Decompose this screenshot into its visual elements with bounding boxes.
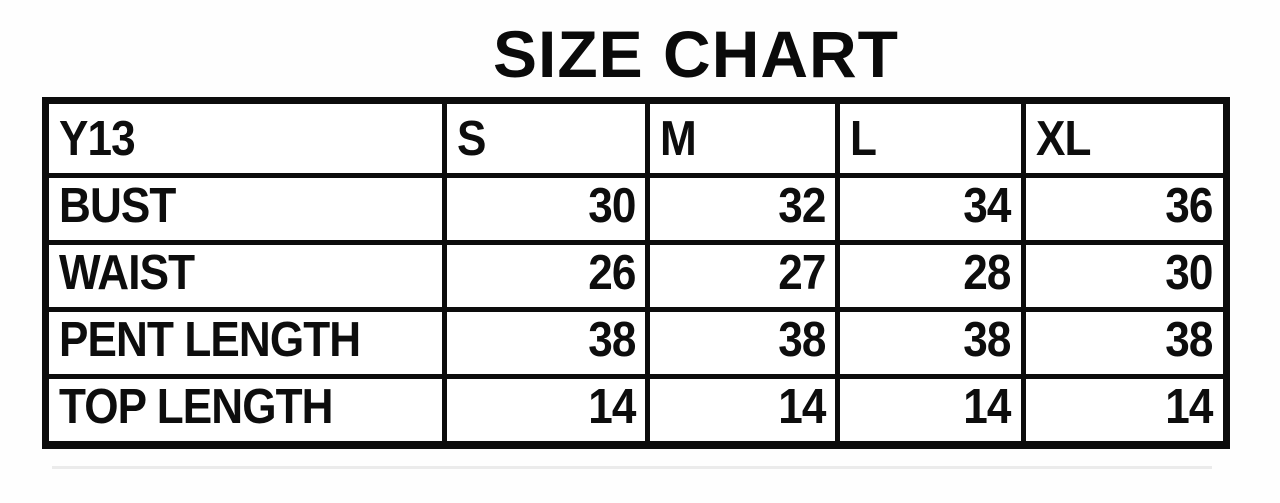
header-cell-size-m: M	[645, 98, 841, 178]
value-cell: 14	[645, 374, 841, 448]
size-m-label: M	[660, 112, 697, 166]
value-pent-xl: 38	[1165, 313, 1214, 368]
scan-artifact-line	[52, 466, 1212, 469]
value-top-m: 14	[778, 380, 826, 434]
value-waist-s: 26	[588, 246, 636, 301]
table-row-waist: WAIST 26 27 28 30	[42, 240, 1230, 312]
value-cell: 30	[442, 173, 651, 245]
value-top-xl: 14	[1165, 380, 1214, 434]
value-bust-s: 30	[588, 179, 636, 234]
table-header-row: Y13 S M L XL	[42, 98, 1230, 178]
measurement-label: WAIST	[59, 246, 195, 301]
value-cell: 30	[1020, 240, 1230, 312]
size-chart-table: Y13 S M L XL BUST 30 32 34 36 WAIST 26 2…	[42, 97, 1230, 449]
value-cell: 38	[645, 307, 841, 379]
row-label-cell: BUST	[42, 173, 448, 245]
page-title: SIZE CHART	[493, 17, 899, 91]
size-s-label: S	[457, 112, 486, 166]
value-cell: 14	[442, 374, 651, 448]
value-pent-s: 38	[588, 313, 636, 368]
row-label-cell: TOP LENGTH	[42, 374, 448, 448]
value-cell: 38	[442, 307, 651, 379]
value-cell: 38	[835, 307, 1026, 379]
value-cell: 38	[1020, 307, 1230, 379]
measurement-label: PENT LENGTH	[59, 313, 361, 368]
value-cell: 28	[835, 240, 1026, 312]
table-row-bust: BUST 30 32 34 36	[42, 173, 1230, 245]
value-bust-xl: 36	[1165, 179, 1214, 234]
header-cell-size-s: S	[442, 98, 651, 178]
header-cell-size-l: L	[835, 98, 1026, 178]
value-top-s: 14	[588, 380, 636, 434]
style-code-label: Y13	[59, 112, 136, 166]
value-cell: 14	[1020, 374, 1230, 448]
measurement-label: TOP LENGTH	[59, 380, 334, 434]
value-cell: 34	[835, 173, 1026, 245]
value-cell: 27	[645, 240, 841, 312]
value-cell: 26	[442, 240, 651, 312]
table-row-pent-length: PENT LENGTH 38 38 38 38	[42, 307, 1230, 379]
size-l-label: L	[850, 112, 877, 166]
value-waist-xl: 30	[1165, 246, 1214, 301]
value-waist-l: 28	[963, 246, 1012, 301]
value-waist-m: 27	[778, 246, 826, 301]
header-cell-style: Y13	[42, 98, 448, 178]
row-label-cell: PENT LENGTH	[42, 307, 448, 379]
size-xl-label: XL	[1035, 112, 1091, 166]
table-row-top-length: TOP LENGTH 14 14 14 14	[42, 374, 1230, 448]
value-cell: 14	[835, 374, 1026, 448]
measurement-label: BUST	[59, 179, 176, 234]
value-top-l: 14	[963, 380, 1012, 434]
value-bust-m: 32	[778, 179, 826, 234]
value-cell: 32	[645, 173, 841, 245]
header-cell-size-xl: XL	[1020, 98, 1230, 178]
value-pent-m: 38	[778, 313, 826, 368]
value-bust-l: 34	[963, 179, 1012, 234]
row-label-cell: WAIST	[42, 240, 448, 312]
value-pent-l: 38	[963, 313, 1012, 368]
value-cell: 36	[1020, 173, 1230, 245]
